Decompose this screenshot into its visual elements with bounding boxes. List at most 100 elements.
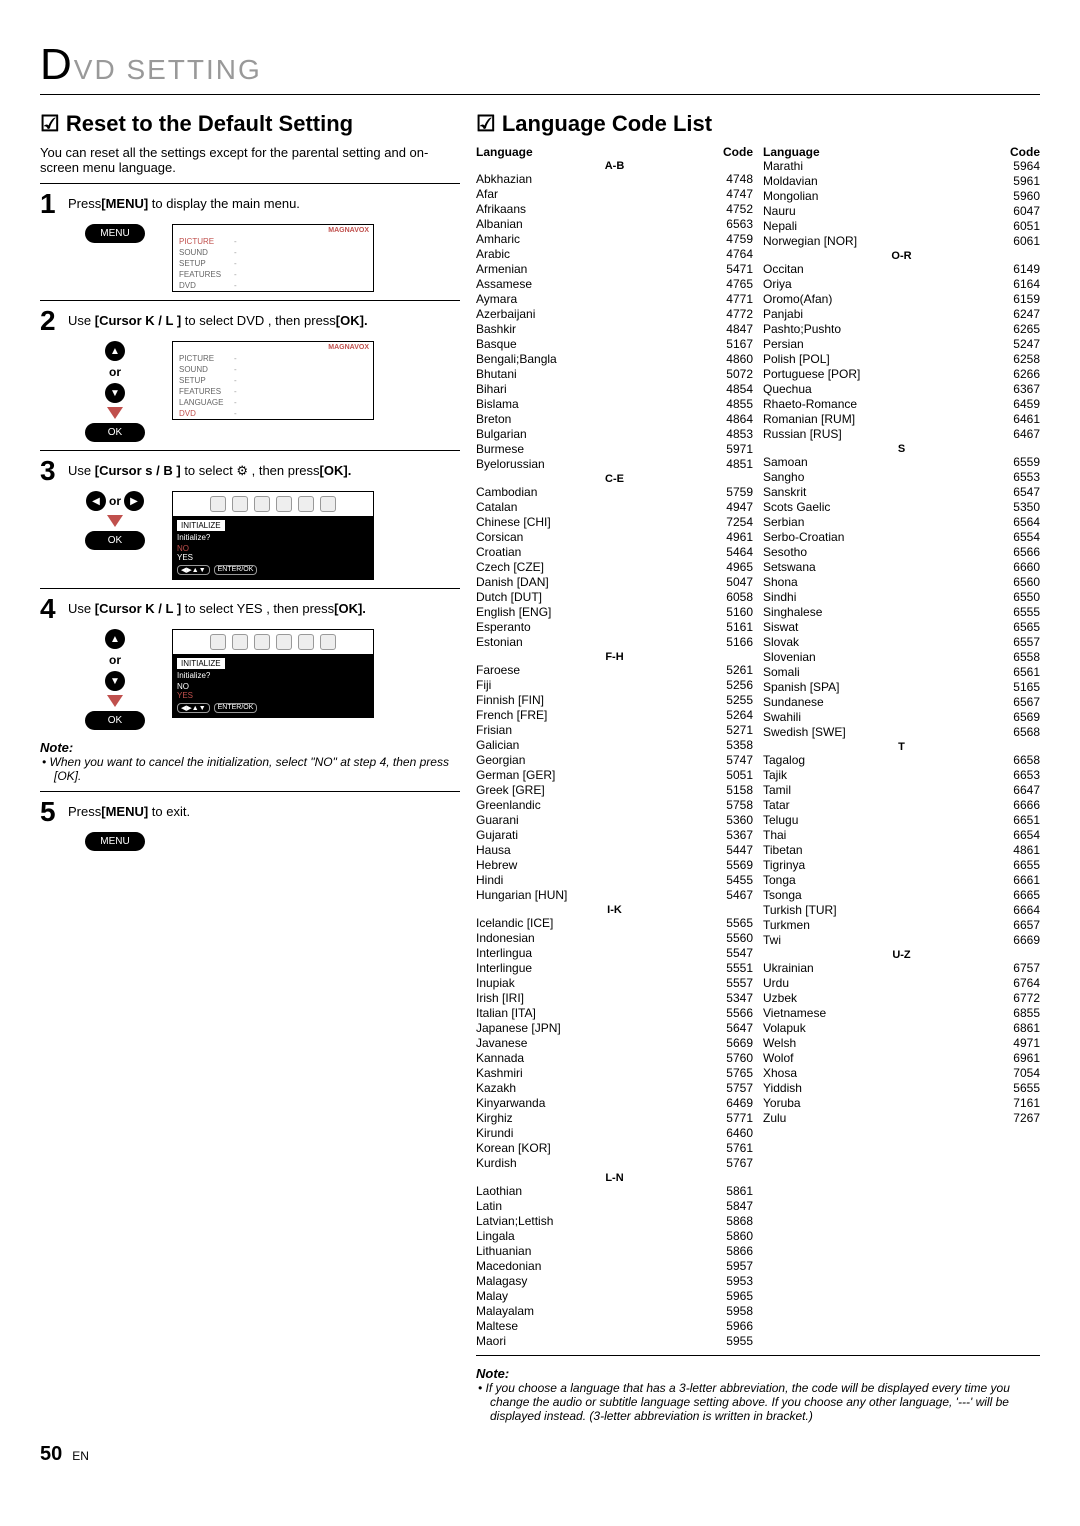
- step-text: Press[MENU] to exit.: [68, 798, 460, 826]
- lang-row: Tatar6666: [763, 798, 1040, 813]
- lang-group: I-K: [476, 903, 753, 916]
- down-arrow-icon: ▼: [105, 671, 125, 691]
- reset-intro: You can reset all the settings except fo…: [40, 145, 460, 175]
- lang-row: Georgian5747: [476, 753, 753, 768]
- lang-row: Sesotho6566: [763, 545, 1040, 560]
- osd-dvd-menu: MAGNAVOX PICTURE-SOUND-SETUP-FEATURES-LA…: [172, 341, 374, 420]
- lang-row: Turkmen6657: [763, 918, 1040, 933]
- lang-row: Finnish [FIN]5255: [476, 693, 753, 708]
- lang-row: Oriya6164: [763, 277, 1040, 292]
- lang-row: Rhaeto-Romance6459: [763, 397, 1040, 412]
- menu-button-icon: MENU: [85, 832, 145, 851]
- lang-row: Sindhi6550: [763, 590, 1040, 605]
- lang-row: Shona6560: [763, 575, 1040, 590]
- lang-row: Gujarati5367: [476, 828, 753, 843]
- lang-row: Esperanto5161: [476, 620, 753, 635]
- lang-row: Polish [POL]6258: [763, 352, 1040, 367]
- lang-row: Slovenian6558: [763, 650, 1040, 665]
- lang-row: Telugu6651: [763, 813, 1040, 828]
- lang-row: Setswana6660: [763, 560, 1040, 575]
- lang-row: Bengali;Bangla4860: [476, 352, 753, 367]
- init-icon: ⚙: [236, 463, 248, 478]
- lang-row: Faroese5261: [476, 663, 753, 678]
- lang-row: Serbian6564: [763, 515, 1040, 530]
- lang-row: Volapuk6861: [763, 1021, 1040, 1036]
- lang-row: Japanese [JPN]5647: [476, 1021, 753, 1036]
- lang-row: Lithuanian5866: [476, 1244, 753, 1259]
- lang-row: Galician5358: [476, 738, 753, 753]
- lang-row: Sanskrit6547: [763, 485, 1040, 500]
- lang-row: Slovak6557: [763, 635, 1040, 650]
- lang-row: Bulgarian4853: [476, 427, 753, 442]
- lang-row: Chinese [CHI]7254: [476, 515, 753, 530]
- lang-row: Hausa5447: [476, 843, 753, 858]
- lang-row: Bhutani5072: [476, 367, 753, 382]
- step-text: Use [Cursor s / B ] to select ⚙ , then p…: [68, 457, 460, 485]
- triangle-down-icon: [107, 695, 123, 707]
- lang-row: Assamese4765: [476, 277, 753, 292]
- lang-row: Tigrinya6655: [763, 858, 1040, 873]
- lang-row: Lingala5860: [476, 1229, 753, 1244]
- ok-button-icon: OK: [85, 423, 145, 442]
- lang-row: Malagasy5953: [476, 1274, 753, 1289]
- remote-cursor-lr: ◀ or ▶ OK: [70, 491, 160, 550]
- col-header-code: Code: [723, 145, 753, 159]
- lang-row: Guarani5360: [476, 813, 753, 828]
- lang-row: Swedish [SWE]6568: [763, 725, 1040, 740]
- lang-row: Nauru6047: [763, 204, 1040, 219]
- lang-row: Kirghiz5771: [476, 1111, 753, 1126]
- lang-row: Aymara4771: [476, 292, 753, 307]
- lang-row: Maori5955: [476, 1334, 753, 1349]
- lang-row: Uzbek6772: [763, 991, 1040, 1006]
- lang-row: Singhalese6555: [763, 605, 1040, 620]
- lang-group: L-N: [476, 1171, 753, 1184]
- lang-row: Korean [KOR]5761: [476, 1141, 753, 1156]
- lang-row: Afrikaans4752: [476, 202, 753, 217]
- lang-group: U-Z: [763, 948, 1040, 961]
- step-number: 4: [40, 595, 68, 623]
- col-header-lang: Language: [763, 145, 1010, 159]
- col-header-lang: Language: [476, 145, 723, 159]
- left-arrow-icon: ◀: [86, 491, 106, 511]
- lang-column-2: Marathi5964Moldavian5961Mongolian5960Nau…: [763, 159, 1040, 1126]
- lang-row: Fiji5256: [476, 678, 753, 693]
- lang-row: Hindi5455: [476, 873, 753, 888]
- lang-row: Twi6669: [763, 933, 1040, 948]
- lang-row: Greenlandic5758: [476, 798, 753, 813]
- lang-row: Tagalog6658: [763, 753, 1040, 768]
- lang-row: Dutch [DUT]6058: [476, 590, 753, 605]
- title-rest: VD SETTING: [74, 54, 262, 85]
- lang-row: Byelorussian4851: [476, 457, 753, 472]
- lang-row: Occitan6149: [763, 262, 1040, 277]
- lang-row: Corsican4961: [476, 530, 753, 545]
- lang-row: Malayalam5958: [476, 1304, 753, 1319]
- lang-row: Russian [RUS]6467: [763, 427, 1040, 442]
- lang-row: Icelandic [ICE]5565: [476, 916, 753, 931]
- init-title: INITIALIZE: [177, 520, 225, 531]
- note-title: Note:: [476, 1366, 1040, 1381]
- init-yes: YES: [177, 553, 369, 562]
- lang-row: Norwegian [NOR]6061: [763, 234, 1040, 249]
- lang-row: English [ENG]5160: [476, 605, 753, 620]
- lang-row: Danish [DAN]5047: [476, 575, 753, 590]
- lang-row: Macedonian5957: [476, 1259, 753, 1274]
- lang-row: Cambodian5759: [476, 485, 753, 500]
- ok-button-icon: OK: [85, 531, 145, 550]
- lang-row: Wolof6961: [763, 1051, 1040, 1066]
- osd-brand: MAGNAVOX: [173, 225, 373, 236]
- lang-group: T: [763, 740, 1040, 753]
- lang-row: Kurdish5767: [476, 1156, 753, 1171]
- lang-row: Amharic4759: [476, 232, 753, 247]
- section-reset-title: Reset to the Default Setting: [40, 111, 460, 137]
- right-arrow-icon: ▶: [124, 491, 144, 511]
- lang-row: Kashmiri5765: [476, 1066, 753, 1081]
- lang-group: S: [763, 442, 1040, 455]
- lang-row: Xhosa7054: [763, 1066, 1040, 1081]
- lang-row: Marathi5964: [763, 159, 1040, 174]
- triangle-down-icon: [107, 407, 123, 419]
- lang-row: Siswat6565: [763, 620, 1040, 635]
- lang-row: French [FRE]5264: [476, 708, 753, 723]
- lang-row: Basque5167: [476, 337, 753, 352]
- osd-main-menu: MAGNAVOX PICTURE-SOUND-SETUP-FEATURES-DV…: [172, 224, 374, 292]
- lang-row: Ukrainian6757: [763, 961, 1040, 976]
